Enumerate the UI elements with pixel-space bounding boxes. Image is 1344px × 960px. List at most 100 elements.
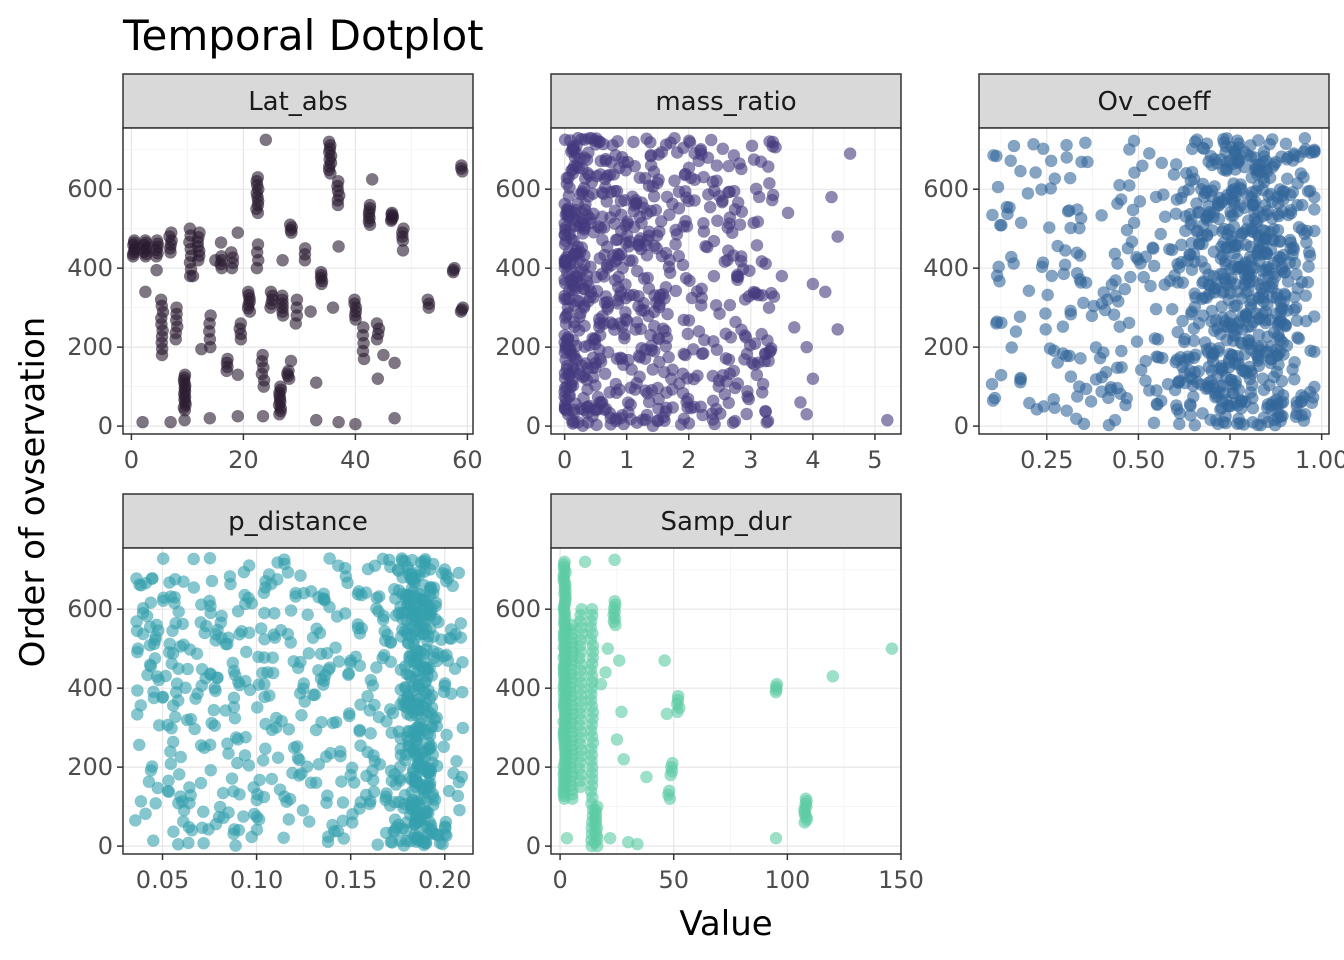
point [1105,278,1119,291]
point [356,321,370,334]
point [295,708,308,722]
point [392,606,406,620]
strip-label-mass-ratio: mass_ratio [655,87,796,117]
y-tick-label: 400 [923,254,969,282]
point [604,259,618,272]
x-tick-label: 50 [658,866,689,894]
point [593,252,607,265]
point [706,175,720,189]
point [1125,235,1139,249]
point [205,574,219,588]
point [1229,186,1243,199]
point [1095,385,1108,398]
point [1142,147,1156,160]
point [1128,166,1141,179]
point [146,834,160,847]
x-axis-mass-ratio: 0 1 2 3 4 5 [557,434,883,474]
point [1271,223,1285,237]
point [995,218,1008,232]
point [444,623,458,636]
point [1163,242,1176,256]
point [616,261,629,275]
point [1064,370,1078,383]
point [763,177,776,190]
y-axis-ov-coeff: 0 200 400 600 [923,175,979,440]
point [284,354,298,368]
point [1261,298,1274,311]
point [1238,160,1251,174]
point [1119,398,1132,412]
point [392,564,405,578]
point [1215,194,1229,208]
point [1288,372,1301,386]
point [290,740,304,753]
point [1022,284,1036,298]
y-tick-label: 200 [495,333,541,361]
point [1208,180,1221,193]
x-axis-lat-abs: 0 20 40 60 [124,434,483,474]
point [237,810,250,823]
point [672,202,686,215]
point [681,327,695,341]
point [1256,372,1270,385]
point [1029,166,1042,179]
point [1123,179,1136,192]
point [1261,345,1275,358]
y-tick-label: 600 [495,175,541,203]
point [756,377,770,391]
point [1183,397,1197,411]
point [1270,393,1283,407]
point [170,301,183,314]
point [704,133,718,147]
point [1075,155,1088,169]
point [231,226,245,239]
point [1278,266,1291,279]
strip-lat-abs [122,73,474,129]
point [843,147,857,160]
point [332,415,345,429]
point [294,655,307,669]
point [562,369,575,382]
point [1246,415,1260,429]
point [629,323,642,336]
point [988,391,1002,405]
point [1243,372,1257,386]
point [1232,137,1246,150]
point [727,364,741,378]
point [601,300,615,313]
point [1302,260,1315,273]
point [1249,216,1263,229]
y-tick-label: 0 [954,412,969,440]
point [1089,341,1103,354]
point [284,636,298,649]
point [722,353,736,366]
point [238,749,252,762]
point [578,218,591,232]
point [1280,152,1294,166]
point [317,587,331,601]
point [707,269,721,283]
point [594,154,608,168]
point [1185,236,1199,250]
point [385,206,399,220]
point [881,413,894,427]
point [130,572,143,585]
point [740,407,753,421]
y-tick-label: 400 [67,254,113,282]
x-tick-label: 150 [878,866,924,894]
point [1235,394,1249,408]
point [1308,203,1321,216]
point [207,703,221,717]
point [1232,412,1245,426]
point [1222,293,1236,307]
point [668,174,681,187]
point [349,417,362,431]
point [1060,404,1074,418]
y-tick-label: 0 [526,832,541,860]
point [1235,337,1249,350]
point [222,806,235,819]
y-tick-label: 400 [495,254,541,282]
point [1175,238,1188,252]
y-tick-label: 600 [67,595,113,623]
point [1170,353,1184,366]
